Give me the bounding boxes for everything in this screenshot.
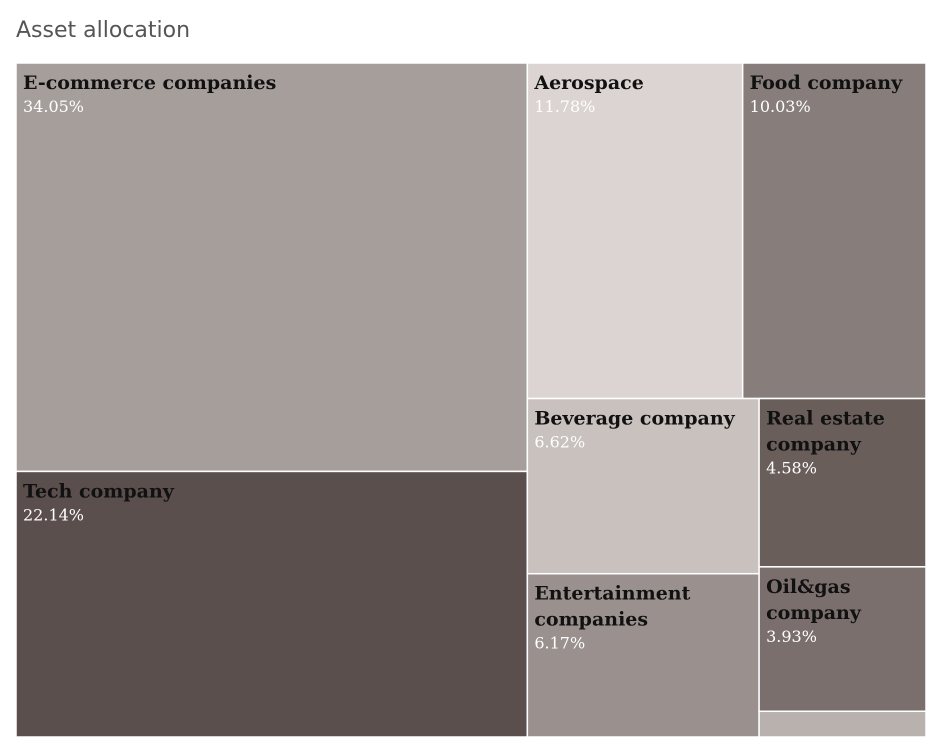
tile-food-company[interactable]: Food company 10.03% [741, 62, 927, 400]
tile-rect-aerospace[interactable] [526, 62, 744, 400]
tile-value-entertainment-companies: 6.17% [534, 634, 585, 653]
tile-value-tech-company: 22.14% [23, 505, 84, 524]
chart-title: Asset allocation [16, 18, 191, 43]
tile-value-real-estate-company: 4.58% [766, 459, 817, 478]
tile-rect-beverage-company[interactable] [526, 397, 760, 575]
tile-name-oil-gas-company-line-2: company [766, 602, 862, 624]
tile-rect-tech-company[interactable] [15, 470, 529, 738]
tile-other[interactable] [758, 710, 927, 738]
tile-name-food-company: Food company [750, 72, 903, 94]
tile-oil-gas-company[interactable]: Oil&gas company 3.93% [758, 566, 927, 713]
tile-value-e-commerce-companies: 34.05% [23, 97, 84, 116]
tile-name-real-estate-company-line-2: company [766, 434, 862, 456]
tile-name-aerospace: Aerospace [533, 72, 643, 94]
tile-name-real-estate-company-line-1: Real estate [766, 408, 885, 430]
tile-name-oil-gas-company-line-1: Oil&gas [766, 576, 850, 598]
tile-name-beverage-company: Beverage company [534, 408, 735, 430]
tile-real-estate-company[interactable]: Real estate company 4.58% [758, 397, 927, 568]
tile-name-tech-company: Tech company [23, 480, 175, 502]
tile-value-food-company: 10.03% [750, 97, 811, 116]
tile-entertainment-companies[interactable]: Entertainment companies 6.17% [526, 572, 760, 738]
tile-name-e-commerce-companies: E-commerce companies [23, 72, 276, 94]
tile-rect-other[interactable] [758, 710, 927, 738]
tile-name-entertainment-companies-line-1: Entertainment [534, 583, 690, 605]
tile-beverage-company[interactable]: Beverage company 6.62% [526, 397, 760, 575]
tile-e-commerce-companies[interactable]: E-commerce companies 34.05% [15, 62, 529, 473]
tile-aerospace[interactable]: Aerospace 11.78% [526, 62, 744, 400]
tile-rect-entertainment-companies[interactable] [526, 572, 760, 738]
tile-value-beverage-company: 6.62% [534, 433, 585, 452]
tile-rect-e-commerce-companies[interactable] [15, 62, 529, 473]
tile-rect-real-estate-company[interactable] [758, 397, 927, 568]
tile-value-aerospace: 11.78% [534, 97, 595, 116]
tile-rect-food-company[interactable] [741, 62, 927, 400]
tile-name-entertainment-companies-line-2: companies [534, 609, 648, 631]
tile-tech-company[interactable]: Tech company 22.14% [15, 470, 529, 738]
tile-value-oil-gas-company: 3.93% [766, 627, 817, 646]
